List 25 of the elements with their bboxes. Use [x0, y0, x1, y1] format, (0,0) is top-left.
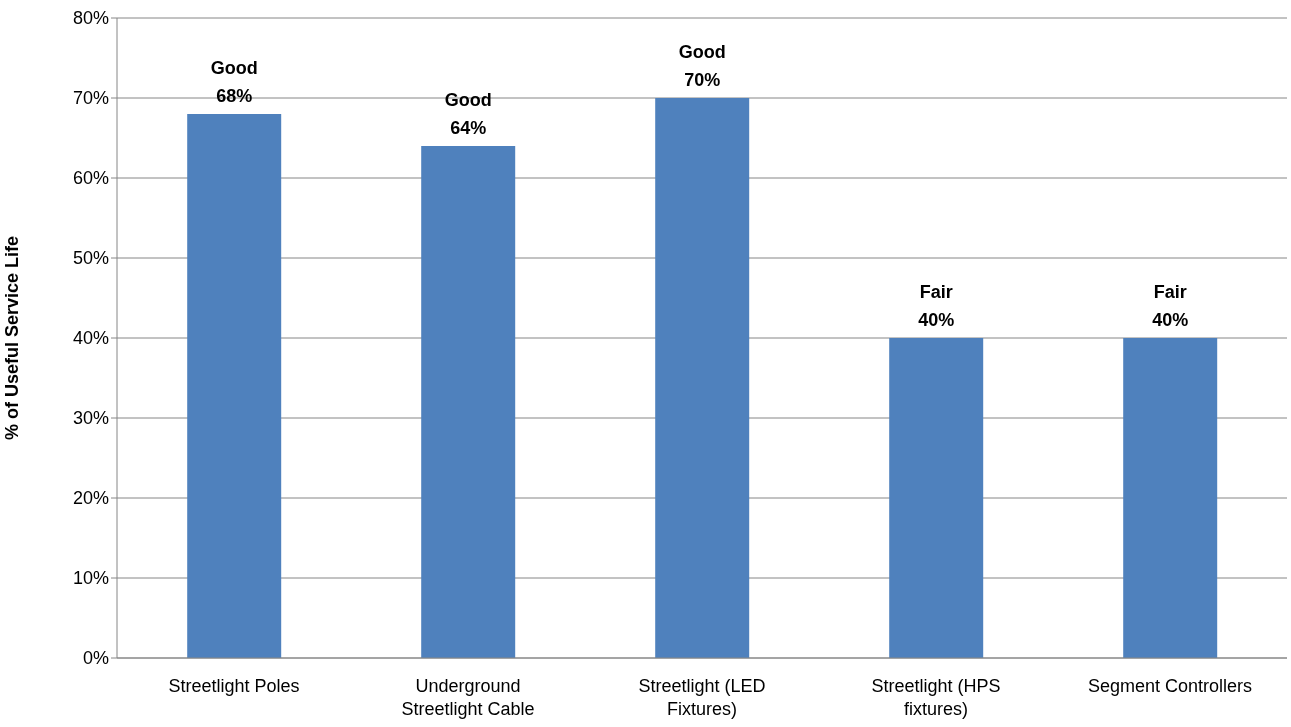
y-tick-label: 20% [72, 488, 109, 509]
data-label: Good 70% [678, 42, 726, 90]
y-tick-label: 0% [82, 648, 109, 669]
x-tick-label: Underground Streetlight Cable [401, 676, 535, 719]
data-label: Fair 40% [1152, 282, 1189, 330]
y-axis-title: % of Useful Service Life [2, 235, 23, 441]
y-tick-label: 10% [72, 568, 109, 589]
bar [187, 114, 282, 658]
bar [655, 98, 750, 658]
bar [421, 146, 516, 658]
y-tick-label: 80% [72, 8, 109, 29]
y-tick-label: 30% [72, 408, 109, 429]
x-tick-label: Streetlight (LED Fixtures) [638, 676, 766, 719]
y-tick-label: 50% [72, 248, 109, 269]
x-tick-label: Streetlight (HPS fixtures) [871, 676, 1001, 719]
bar [1123, 338, 1218, 658]
y-tick-label: 40% [72, 328, 109, 349]
data-label: Good 64% [444, 90, 492, 138]
y-tick-label: 60% [72, 168, 109, 189]
y-tick-label: 70% [72, 88, 109, 109]
data-label: Fair 40% [918, 282, 955, 330]
data-label: Good 68% [210, 58, 258, 106]
bar [889, 338, 984, 658]
x-tick-label: Streetlight Poles [168, 676, 300, 696]
x-tick-label: Segment Controllers [1087, 676, 1253, 696]
